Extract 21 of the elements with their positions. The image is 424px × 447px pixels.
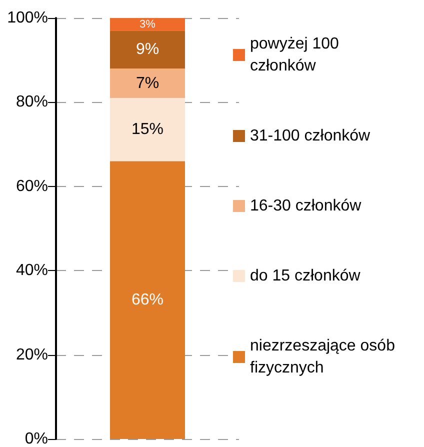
legend-label: do 15 członków bbox=[250, 268, 361, 284]
data-label: 15% bbox=[131, 121, 164, 138]
bar bbox=[110, 98, 185, 162]
y-tick-label: 60% bbox=[16, 178, 48, 195]
y-tick-label: 80% bbox=[16, 94, 48, 111]
y-tick-label: 40% bbox=[16, 262, 48, 280]
data-label: 7% bbox=[136, 74, 160, 92]
legend-label: 31-100 członków bbox=[250, 128, 371, 144]
legend-label: 16-30 członków bbox=[250, 198, 362, 214]
bar bbox=[110, 30, 185, 69]
bar bbox=[110, 161, 185, 439]
legend-label: niezrzeszające osób fizycznych bbox=[250, 338, 400, 376]
data-label: 3% bbox=[140, 18, 156, 30]
y-tick-label: 0% bbox=[24, 430, 48, 447]
bar bbox=[110, 68, 185, 98]
y-tick-label: 100% bbox=[7, 10, 48, 26]
data-label: 9% bbox=[136, 41, 160, 58]
legend-label: powyżej 100 członków bbox=[250, 36, 344, 74]
bar bbox=[110, 18, 185, 31]
data-label: 66% bbox=[131, 292, 164, 309]
y-tick-label: 20% bbox=[16, 346, 48, 364]
